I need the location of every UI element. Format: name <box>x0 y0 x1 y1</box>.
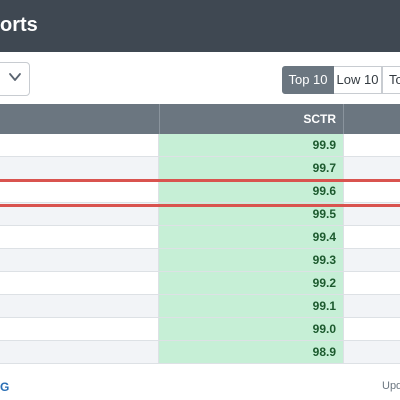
sctr-value: 99.0 <box>312 322 336 336</box>
sctr-cell: 99.6 <box>159 180 344 202</box>
table-row[interactable]: 99.5 <box>0 203 400 226</box>
sctr-cell: 99.2 <box>159 272 344 294</box>
column-divider <box>343 104 344 134</box>
chevron-down-icon <box>9 73 21 81</box>
symbol-cell <box>0 157 159 179</box>
sctr-value: 99.1 <box>312 299 336 313</box>
sctr-value: 99.5 <box>312 207 336 221</box>
tab-low-10[interactable]: Low 10 <box>334 66 382 94</box>
table-row[interactable]: 99.3 <box>0 249 400 272</box>
symbol-cell <box>0 318 159 340</box>
table-row[interactable]: 99.0 <box>0 318 400 341</box>
footer-logo-text[interactable]: G <box>0 380 10 394</box>
tab-top-10[interactable]: Top 10 <box>282 66 334 94</box>
sctr-value: 98.9 <box>312 345 336 359</box>
sctr-column-header[interactable]: SCTR <box>303 112 336 126</box>
table-row[interactable]: 99.9 <box>0 134 400 157</box>
symbol-cell <box>0 272 159 294</box>
table-row[interactable]: 99.7 <box>0 157 400 180</box>
sctr-value: 99.4 <box>312 230 336 244</box>
sctr-value: 99.3 <box>312 253 336 267</box>
column-divider <box>159 104 160 134</box>
sctr-cell: 99.7 <box>159 157 344 179</box>
category-select[interactable] <box>0 62 30 96</box>
footer-updated-text: Upd <box>382 380 400 392</box>
sctr-value: 99.2 <box>312 276 336 290</box>
sctr-cell: 99.1 <box>159 295 344 317</box>
sctr-cell: 99.0 <box>159 318 344 340</box>
sctr-cell: 99.4 <box>159 226 344 248</box>
symbol-cell <box>0 134 159 156</box>
symbol-cell <box>0 226 159 248</box>
header-bar: orts <box>0 0 400 52</box>
symbol-cell <box>0 249 159 271</box>
table-row[interactable]: 99.2 <box>0 272 400 295</box>
sctr-value: 99.7 <box>312 161 336 175</box>
table-row[interactable]: 99.4 <box>0 226 400 249</box>
symbol-cell <box>0 180 159 202</box>
table-row[interactable]: 98.9 <box>0 341 400 364</box>
table-row[interactable]: 99.6 <box>0 180 400 203</box>
page-title: orts <box>0 14 38 36</box>
sctr-cell: 99.9 <box>159 134 344 156</box>
table-row[interactable]: 99.1 <box>0 295 400 318</box>
sctr-value: 99.9 <box>312 138 336 152</box>
tab-top-more[interactable]: To <box>382 66 400 94</box>
symbol-cell <box>0 341 159 363</box>
sctr-value: 99.6 <box>312 184 336 198</box>
sctr-cell: 98.9 <box>159 341 344 363</box>
sctr-cell: 99.5 <box>159 203 344 225</box>
symbol-cell <box>0 295 159 317</box>
sctr-cell: 99.3 <box>159 249 344 271</box>
symbol-cell <box>0 203 159 225</box>
table-header: SCTR <box>0 104 400 134</box>
